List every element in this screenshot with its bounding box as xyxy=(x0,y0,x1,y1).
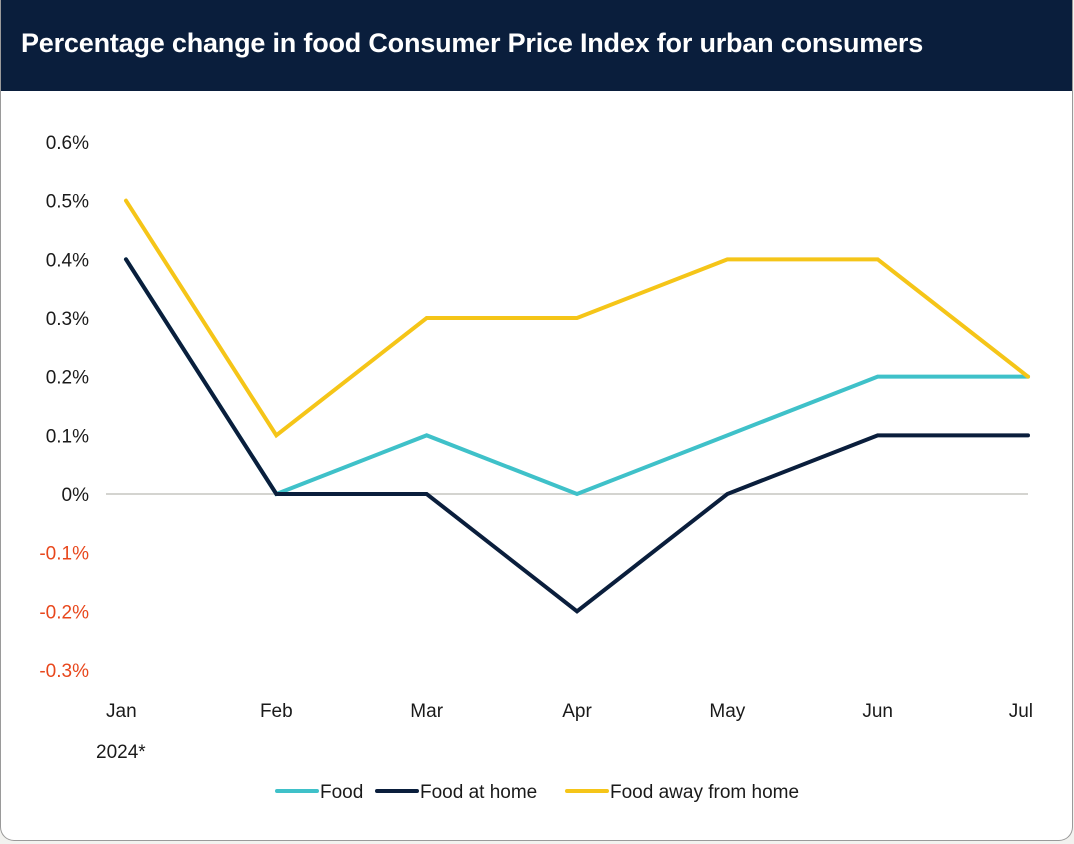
y-tick-label: 0.1% xyxy=(46,426,89,447)
y-tick-label: -0.1% xyxy=(39,544,89,565)
x-tick-label: Jun xyxy=(862,701,893,722)
legend-label: Food away from home xyxy=(610,782,799,803)
series-line-food-at-home xyxy=(124,257,1030,614)
x-tick-label: Feb xyxy=(260,701,293,722)
y-tick-label: 0.4% xyxy=(46,250,89,271)
y-tick-label: -0.3% xyxy=(39,661,89,682)
y-tick-label: 0.5% xyxy=(46,192,89,213)
x-tick-label: Jul xyxy=(1009,701,1033,722)
x-tick-label: Apr xyxy=(562,701,592,722)
legend-label: Food xyxy=(320,782,363,803)
y-tick-label: 0% xyxy=(62,485,90,506)
chart-title: Percentage change in food Consumer Price… xyxy=(21,28,924,58)
x-tick-label: May xyxy=(709,701,745,722)
y-tick-label: 0.3% xyxy=(46,309,89,330)
x-tick-label: Mar xyxy=(410,701,443,722)
series-line-food xyxy=(124,257,1030,497)
x-tick-label: Jan xyxy=(106,701,137,722)
legend-label: Food at home xyxy=(420,782,537,803)
y-tick-label: -0.2% xyxy=(39,602,89,623)
y-tick-label: 0.6% xyxy=(46,133,89,154)
y-tick-label: 0.2% xyxy=(46,368,89,389)
x-axis-year-note: 2024* xyxy=(96,742,146,763)
chart-header: Percentage change in food Consumer Price… xyxy=(1,0,1072,91)
series-line-food-away-from-home xyxy=(124,198,1030,439)
